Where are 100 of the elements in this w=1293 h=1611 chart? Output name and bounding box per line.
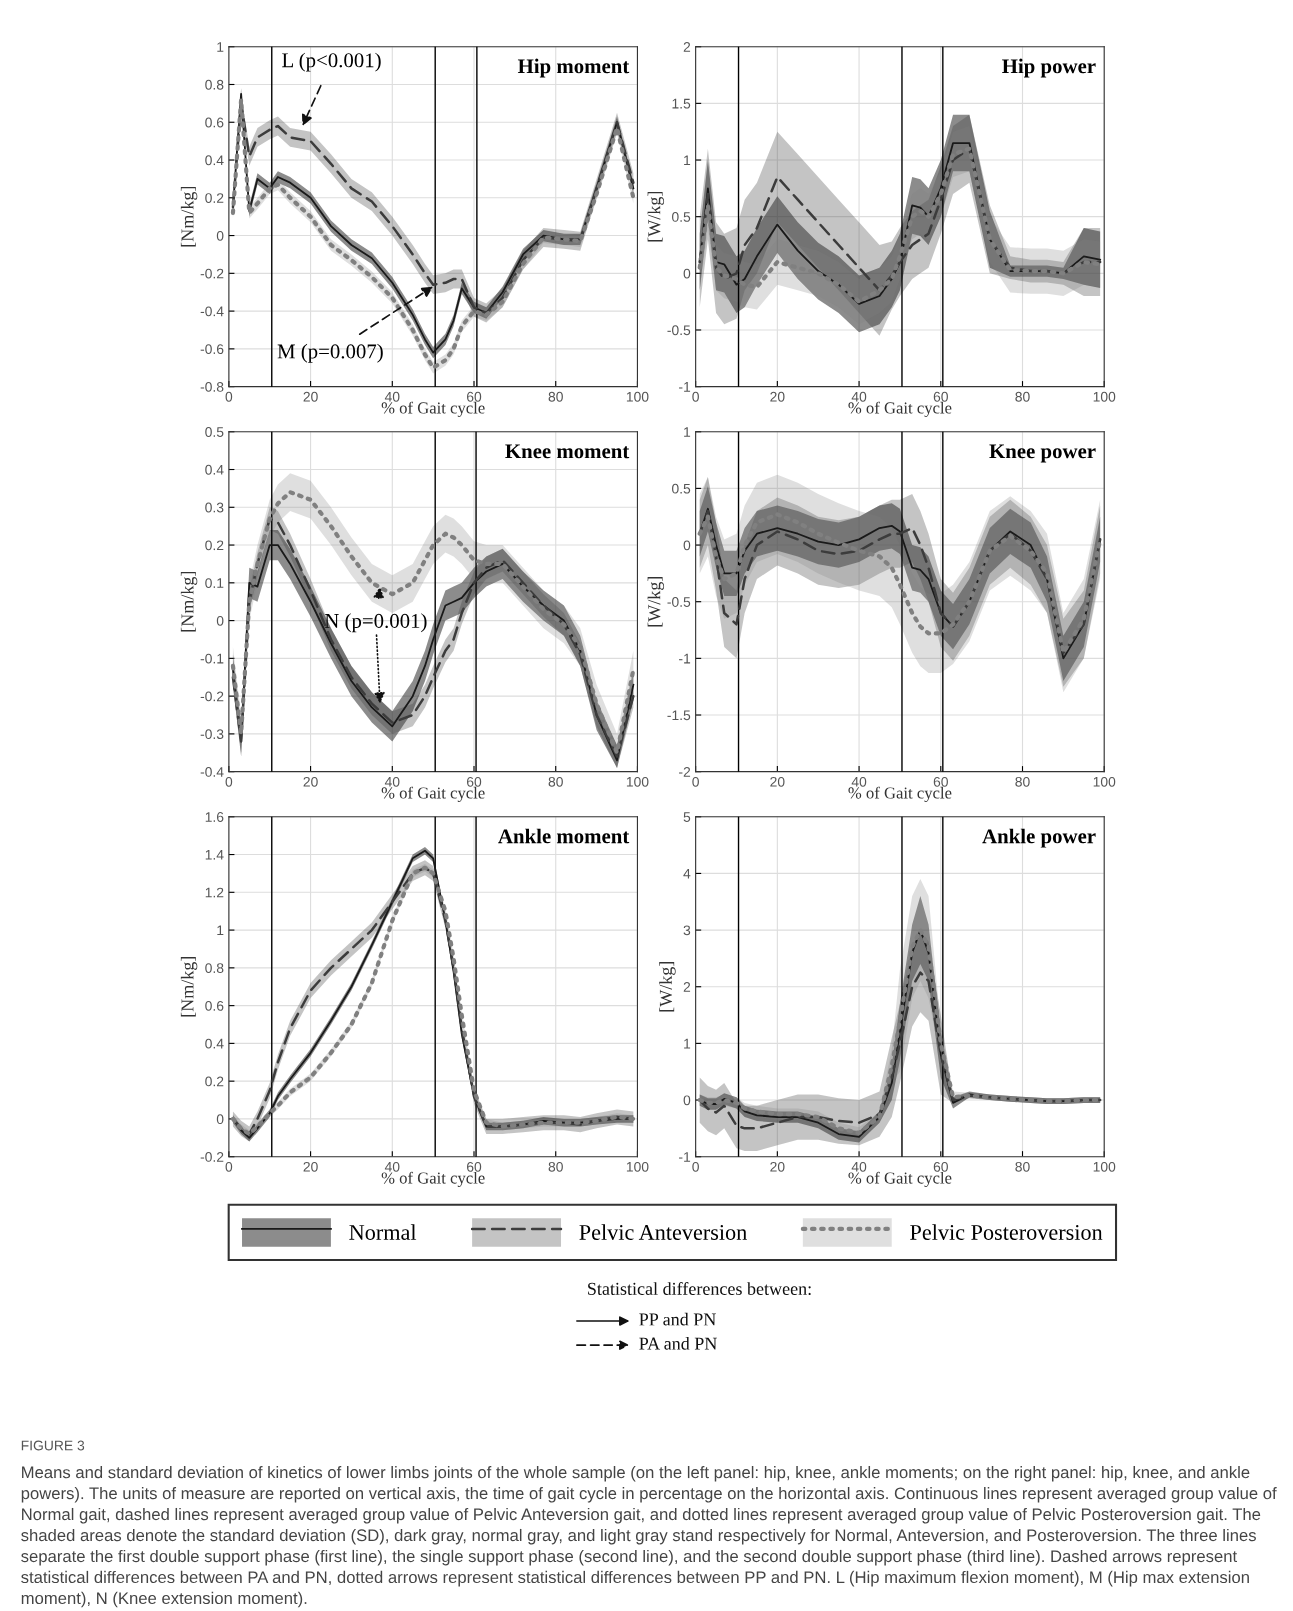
y-tick-label: 0.8 [205,79,224,90]
y-tick-label: 1.6 [205,812,224,822]
annotation: L (p<0.001) [282,52,381,72]
x-tick-label: 0 [225,776,233,787]
legend-label: Pelvic Anteversion [579,1224,747,1240]
y-tick-label: 2 [683,982,691,992]
x-tick-label: 60 [933,776,948,787]
y-tick-label: 0.2 [205,1076,224,1087]
x-tick-label: 100 [1093,391,1116,402]
x-tick-label: 60 [467,1161,482,1172]
x-axis-title: % of Gait cycle [848,786,952,803]
x-tick-label: 80 [1015,391,1030,402]
x-tick-label: 100 [1093,776,1116,787]
y-tick-label: 1.2 [205,887,224,898]
x-tick-label: 0 [225,391,233,402]
x-tick-label: 60 [467,391,482,402]
legend-label: Normal [349,1224,417,1240]
y-tick-label: -1 [679,1152,691,1162]
y-tick-label: 1 [684,155,691,166]
x-tick-label: 40 [384,1161,400,1172]
y-tick-label: -0.2 [200,1152,224,1162]
text: PA and PN [639,1337,717,1350]
y-axis-title: [W/kg] [647,191,665,242]
y-tick-label: 1.5 [672,98,691,109]
x-tick-label: 40 [384,391,400,402]
y-tick-label: 0.5 [672,212,691,222]
y-axis-title: [W/kg] [647,576,665,627]
y-tick-label: 0.4 [205,1038,224,1049]
y-tick-label: -0.6 [200,344,224,355]
y-tick-label: -0.3 [200,729,224,740]
y-tick-label: 0.2 [205,540,224,551]
y-tick-label: 0.5 [672,483,691,494]
y-tick-label: -0.5 [667,325,691,336]
y-axis-title: [Nm/kg] [180,956,198,1017]
y-tick-label: -0.5 [667,597,691,607]
x-tick-label: 100 [626,776,649,787]
y-axis-title: [Nm/kg] [180,186,198,247]
y-tick-label: -0.4 [200,767,224,777]
x-axis-title: % of Gait cycle [381,401,485,417]
x-tick-label: 20 [303,391,318,402]
x-tick-label: 100 [1093,1161,1116,1172]
y-tick-label: -2 [679,767,691,777]
text: Hip power [1002,58,1096,78]
text: Means and standard deviation of kinetics of lower limbs joints of the whole sample (on the left panel: hip, knee, ankle moments; on the right panel: hip, knee, and ankle powers). The units of measure are reported on vertical axis, the time of gait cycle in percentage on the horizontal axis. Continuous lines represent averaged group value of Normal gait, dashed lines represent averaged group value of Pelvic Anteversion gait, and dotted lines represent averaged group value of Pelvic Posteroversion gait. The shaded areas denote the standard deviation (SD), dark gray, normal gray, and light gray stand respectively for Normal, Anteversion, and Posteroversion. The three lines separate the first double support phase (first line), the single support phase (second line), and the second double support phase (third line). Dashed arrows represent statistical differences between PA and PN, dotted arrows represent statistical differences between PP and PN. L (Hip maximum flexion moment), M (Hip max extension moment), N (Knee extension moment). [21,1466,1277,1608]
y-tick-label: 0.2 [205,193,224,203]
x-tick-label: 80 [548,391,563,402]
y-tick-label: 0.6 [205,117,224,128]
y-tick-label: 0.8 [205,963,224,974]
y-tick-label: 2 [683,42,691,52]
text: Statistical differences between: [588,1282,811,1296]
y-tick-label: 0.1 [205,578,224,588]
y-tick-label: 0 [683,540,691,551]
x-tick-label: 20 [770,391,785,402]
x-tick-label: 80 [1015,776,1030,787]
y-tick-label: -1 [679,382,691,392]
y-tick-label: 1 [684,427,691,437]
x-tick-label: 20 [303,776,318,787]
y-tick-label: 1 [217,925,224,936]
y-tick-label: 0 [216,1114,224,1125]
x-tick-label: 40 [851,1161,867,1172]
y-tick-label: 0 [683,1095,691,1106]
y-tick-label: 1 [684,1038,691,1049]
y-tick-label: 1.4 [205,850,224,860]
y-tick-label: 0.6 [205,1000,224,1011]
x-tick-label: 60 [467,776,482,787]
x-tick-label: 0 [692,391,699,402]
text: Ankle power [982,828,1096,848]
y-tick-label: 0 [216,615,224,626]
y-tick-label: -0.8 [200,381,224,392]
text: Hip moment [517,58,630,78]
x-axis-title: % of Gait cycle [381,786,485,803]
x-axis-title: % of Gait cycle [381,1171,485,1188]
annotation: M (p=0.007) [277,343,383,363]
x-tick-label: 40 [384,776,400,787]
x-tick-label: 80 [1015,1161,1030,1172]
x-tick-label: 60 [933,1161,948,1172]
x-tick-label: 80 [548,1161,563,1172]
x-tick-label: 20 [303,1161,318,1172]
x-tick-label: 0 [225,1161,233,1172]
y-tick-label: 0.4 [205,464,224,475]
x-tick-label: 80 [548,776,563,787]
y-tick-label: -0.4 [200,306,224,317]
y-tick-label: 5 [683,812,691,822]
y-axis-title: [W/kg] [659,962,676,1012]
x-axis-title: % of Gait cycle [848,401,952,417]
x-axis-title: % of Gait cycle [848,1171,952,1188]
y-axis-title: [Nm/kg] [180,571,198,632]
y-tick-label: 4 [683,868,691,879]
y-tick-label: 0 [683,268,691,279]
y-tick-label: -0.1 [200,653,224,664]
x-tick-label: 0 [692,1161,699,1172]
caption: FIGURE 3 [21,1440,85,1451]
chart-title: Knee moment [505,444,630,459]
text: PP and PN [639,1312,716,1326]
y-tick-label: 0.3 [205,502,224,513]
annotation: N (p=0.001) [324,613,427,633]
chart-title: Ankle moment [498,828,630,844]
x-tick-label: 60 [933,391,948,402]
x-tick-label: 20 [770,1161,785,1172]
y-tick-label: 0.4 [205,155,224,166]
